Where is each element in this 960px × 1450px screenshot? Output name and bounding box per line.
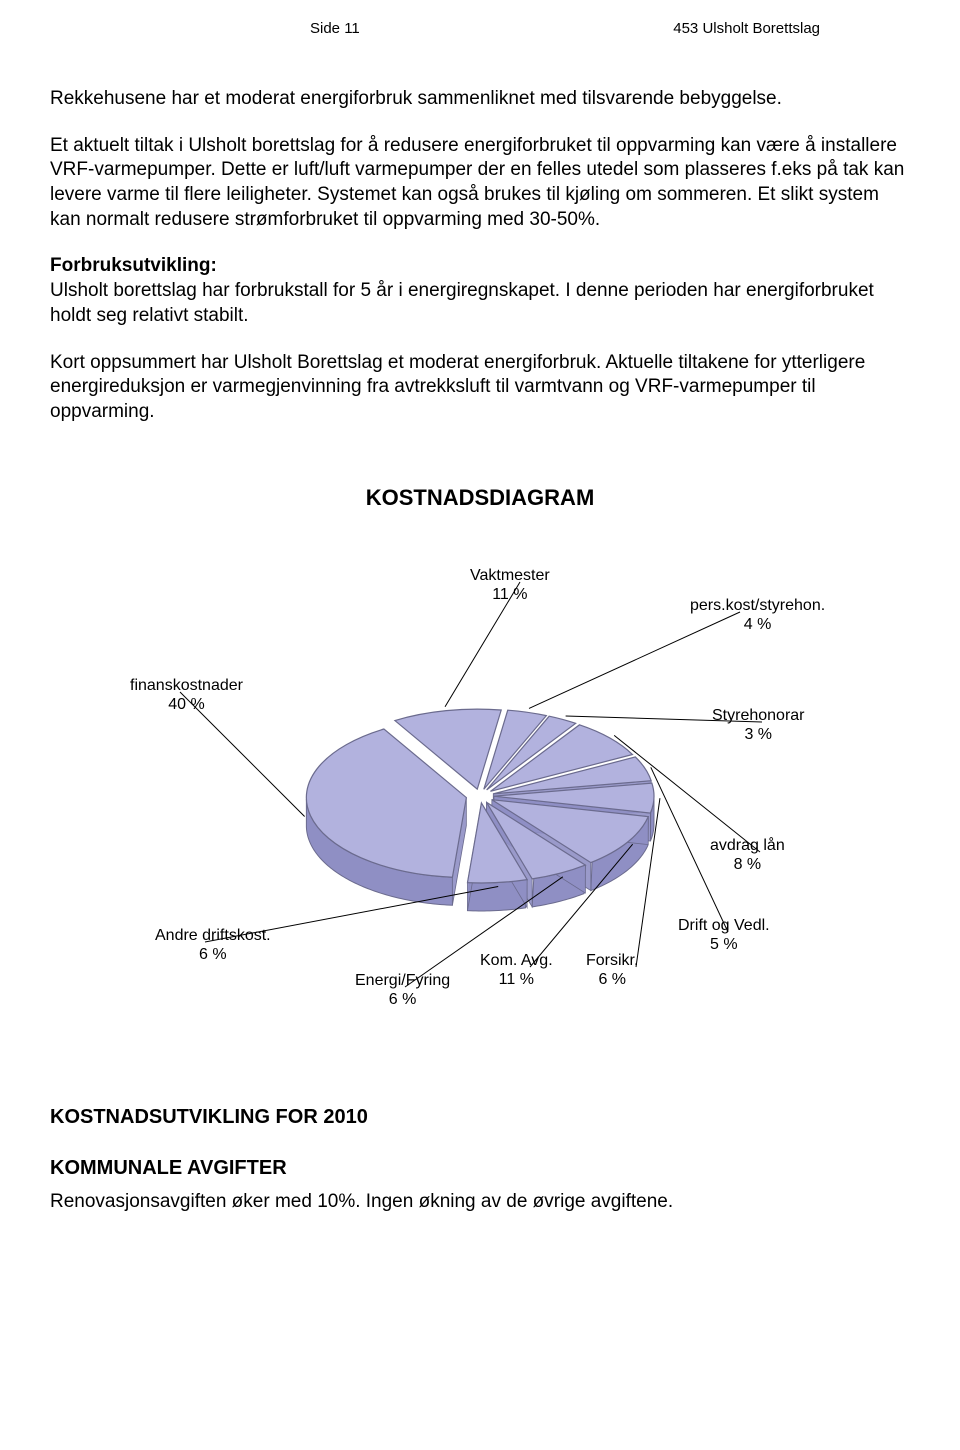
- pie-label-text: Kom. Avg.: [480, 952, 553, 969]
- pie-label-pct: 5 %: [710, 936, 738, 953]
- subheading-kommunale: KOMMUNALE AVGIFTER: [50, 1157, 910, 1180]
- pie-label-pct: 11 %: [492, 586, 527, 603]
- pie-label-text: Drift og Vedl.: [678, 917, 770, 934]
- pie-label-styrehonorar: Styrehonorar 3 %: [712, 706, 805, 744]
- pie-label-kom-avg: Kom. Avg. 11 %: [480, 951, 553, 989]
- pie-label-text: pers.kost/styrehon.: [690, 597, 825, 614]
- pie-label-andre-driftskost: Andre driftskost. 6 %: [155, 926, 271, 964]
- forbruksutvikling-label: Forbruksutvikling:: [50, 255, 217, 276]
- pie-label-pct: 3 %: [744, 726, 772, 743]
- pie-label-energi-fyring: Energi/Fyring 6 %: [355, 971, 450, 1009]
- pie-label-pct: 4 %: [744, 616, 772, 633]
- pie-label-text: Andre driftskost.: [155, 927, 271, 944]
- pie-label-pct: 6 %: [389, 991, 417, 1008]
- cost-pie-chart: finanskostnader 40 % Vaktmester 11 % pers.ko…: [70, 536, 890, 1056]
- pie-label-pct: 40 %: [168, 696, 204, 713]
- pie-label-text: Forsikr.: [586, 952, 638, 969]
- pie-label-pct: 6 %: [199, 946, 227, 963]
- paragraph-4: Kort oppsummert har Ulsholt Borettslag e…: [50, 351, 910, 425]
- paragraph-3-body: Ulsholt borettslag har forbrukstall for …: [50, 280, 874, 326]
- chart-title: KOSTNADSDIAGRAM: [50, 485, 910, 511]
- pie-label-drift-vedl: Drift og Vedl. 5 %: [678, 916, 770, 954]
- header-right: 453 Ulsholt Borettslag: [673, 20, 820, 37]
- pie-label-text: Vaktmester: [470, 567, 550, 584]
- subheading-kostnadsutvikling: KOSTNADSUTVIKLING FOR 2010: [50, 1106, 910, 1129]
- pie-label-pct: 8 %: [734, 856, 762, 873]
- pie-label-pct: 11 %: [499, 971, 534, 988]
- paragraph-2: Et aktuelt tiltak i Ulsholt borettslag f…: [50, 134, 910, 233]
- pie-label-text: Energi/Fyring: [355, 972, 450, 989]
- header-left: Side 11: [310, 20, 360, 37]
- page-header: Side 11 453 Ulsholt Borettslag: [50, 20, 910, 37]
- pie-label-finanskostnader: finanskostnader 40 %: [130, 676, 243, 714]
- trailing-paragraph: Renovasjonsavgiften øker med 10%. Ingen …: [50, 1190, 910, 1215]
- pie-label-avdrag-lan: avdrag lån 8 %: [710, 836, 785, 874]
- pie-label-pers-kost: pers.kost/styrehon. 4 %: [690, 596, 825, 634]
- pie-label-forsikr: Forsikr. 6 %: [586, 951, 638, 989]
- pie-label-pct: 6 %: [598, 971, 626, 988]
- pie-label-vaktmester: Vaktmester 11 %: [470, 566, 550, 604]
- pie-label-text: avdrag lån: [710, 837, 785, 854]
- pie-label-text: Styrehonorar: [712, 707, 805, 724]
- paragraph-3: Forbruksutvikling: Ulsholt borettslag ha…: [50, 254, 910, 328]
- pie-label-text: finanskostnader: [130, 677, 243, 694]
- paragraph-1: Rekkehusene har et moderat energiforbruk…: [50, 87, 910, 112]
